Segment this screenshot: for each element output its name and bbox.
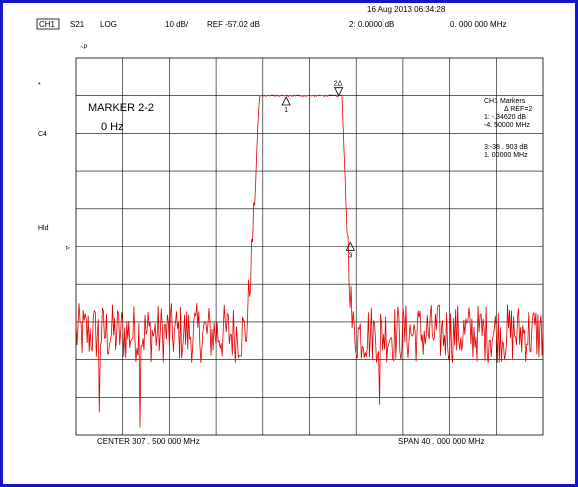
marker3-freq: 1. 00000 MHz (484, 152, 528, 159)
marker-layer: 1 2Δ 3 (281, 81, 356, 259)
hld-label: Hld (38, 225, 49, 232)
center-frequency: CENTER 307 . 500 000 MHz (97, 437, 200, 446)
ref-pointer: ▹ (66, 243, 70, 252)
trace-line (75, 94, 544, 428)
markers-panel-title: CH1 Markers (484, 98, 526, 105)
scale-label: 10 dB/ (165, 20, 189, 29)
channel-box (36, 18, 60, 30)
marker-3-glyph (345, 241, 356, 251)
active-marker-freq: 0. 000 000 MHz (450, 20, 506, 29)
trace-layer (75, 94, 544, 428)
format-label: LOG (100, 20, 117, 29)
param-label: S21 (70, 20, 85, 29)
marker-2: 2Δ (334, 81, 344, 97)
marker-3: 3 (345, 241, 356, 259)
tilde-label: ~P (80, 45, 88, 51)
marker3-level: 3:-38 . 903 dB (484, 144, 528, 151)
star-label: * (38, 82, 41, 89)
span-frequency: SPAN 40 . 000 000 MHz (398, 437, 485, 446)
marker-1-glyph (281, 96, 291, 106)
marker-3-label: 3 (348, 252, 352, 259)
channel-label: CH1 (39, 20, 56, 29)
ref-label: REF -57.02 dB (207, 20, 260, 29)
marker1-level: 1: -.34620 dB (484, 114, 526, 121)
graticule (75, 57, 544, 436)
marker-box-title: MARKER 2-2 (88, 102, 154, 114)
timestamp: 16 Aug 2013 06:34:28 (367, 5, 446, 14)
marker-2-label: 2Δ (334, 81, 343, 88)
marker-1-label: 1 (284, 107, 288, 114)
c4-label: C4 (38, 131, 47, 138)
marker-1: 1 (281, 96, 291, 114)
active-marker-readout: 2: 0.0000 dB (349, 20, 394, 29)
markers-panel-subtitle: Δ REF=2 (504, 106, 532, 113)
marker-2-glyph (334, 87, 344, 97)
marker1-freq: -4. 50000 MHz (484, 122, 530, 129)
marker-box-value: 0 Hz (101, 121, 124, 133)
